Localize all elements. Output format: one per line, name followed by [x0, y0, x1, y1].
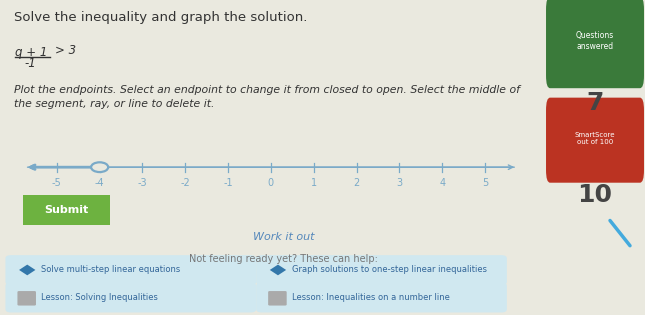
Text: Graph solutions to one-step linear inequalities: Graph solutions to one-step linear inequ…	[292, 266, 486, 274]
Text: -5: -5	[52, 178, 62, 188]
Text: Not feeling ready yet? These can help:: Not feeling ready yet? These can help:	[189, 254, 378, 264]
Polygon shape	[270, 265, 286, 275]
Text: 7: 7	[586, 91, 604, 115]
Text: Submit: Submit	[44, 205, 88, 215]
FancyBboxPatch shape	[546, 0, 644, 88]
FancyBboxPatch shape	[256, 283, 507, 312]
Text: 4: 4	[439, 178, 445, 188]
Text: 2: 2	[353, 178, 360, 188]
FancyBboxPatch shape	[15, 193, 117, 228]
FancyBboxPatch shape	[5, 283, 256, 312]
Text: 10: 10	[577, 183, 613, 207]
FancyBboxPatch shape	[268, 291, 286, 306]
FancyBboxPatch shape	[17, 291, 36, 306]
Polygon shape	[19, 265, 35, 275]
Text: -2: -2	[181, 178, 190, 188]
Text: Lesson: Solving Inequalities: Lesson: Solving Inequalities	[41, 293, 158, 302]
Text: SmartScore
out of 100: SmartScore out of 100	[575, 132, 615, 145]
Text: Questions
answered: Questions answered	[576, 31, 614, 51]
Text: -3: -3	[137, 178, 147, 188]
Text: > 3: > 3	[54, 44, 75, 57]
Text: 3: 3	[396, 178, 402, 188]
Text: -1: -1	[24, 57, 35, 70]
FancyBboxPatch shape	[256, 255, 507, 285]
Text: Work it out: Work it out	[253, 232, 314, 242]
Text: Plot the endpoints. Select an endpoint to change it from closed to open. Select : Plot the endpoints. Select an endpoint t…	[14, 85, 520, 109]
Text: 1: 1	[311, 178, 317, 188]
Text: q + 1: q + 1	[15, 46, 48, 59]
FancyBboxPatch shape	[546, 98, 644, 183]
Text: Solve multi-step linear equations: Solve multi-step linear equations	[41, 266, 180, 274]
FancyBboxPatch shape	[5, 255, 256, 285]
Text: Lesson: Inequalities on a number line: Lesson: Inequalities on a number line	[292, 293, 450, 302]
Circle shape	[91, 162, 108, 172]
Text: Solve the inequality and graph the solution.: Solve the inequality and graph the solut…	[14, 11, 307, 24]
Text: -4: -4	[95, 178, 104, 188]
Text: 0: 0	[268, 178, 274, 188]
Text: 5: 5	[482, 178, 488, 188]
Text: -1: -1	[223, 178, 233, 188]
